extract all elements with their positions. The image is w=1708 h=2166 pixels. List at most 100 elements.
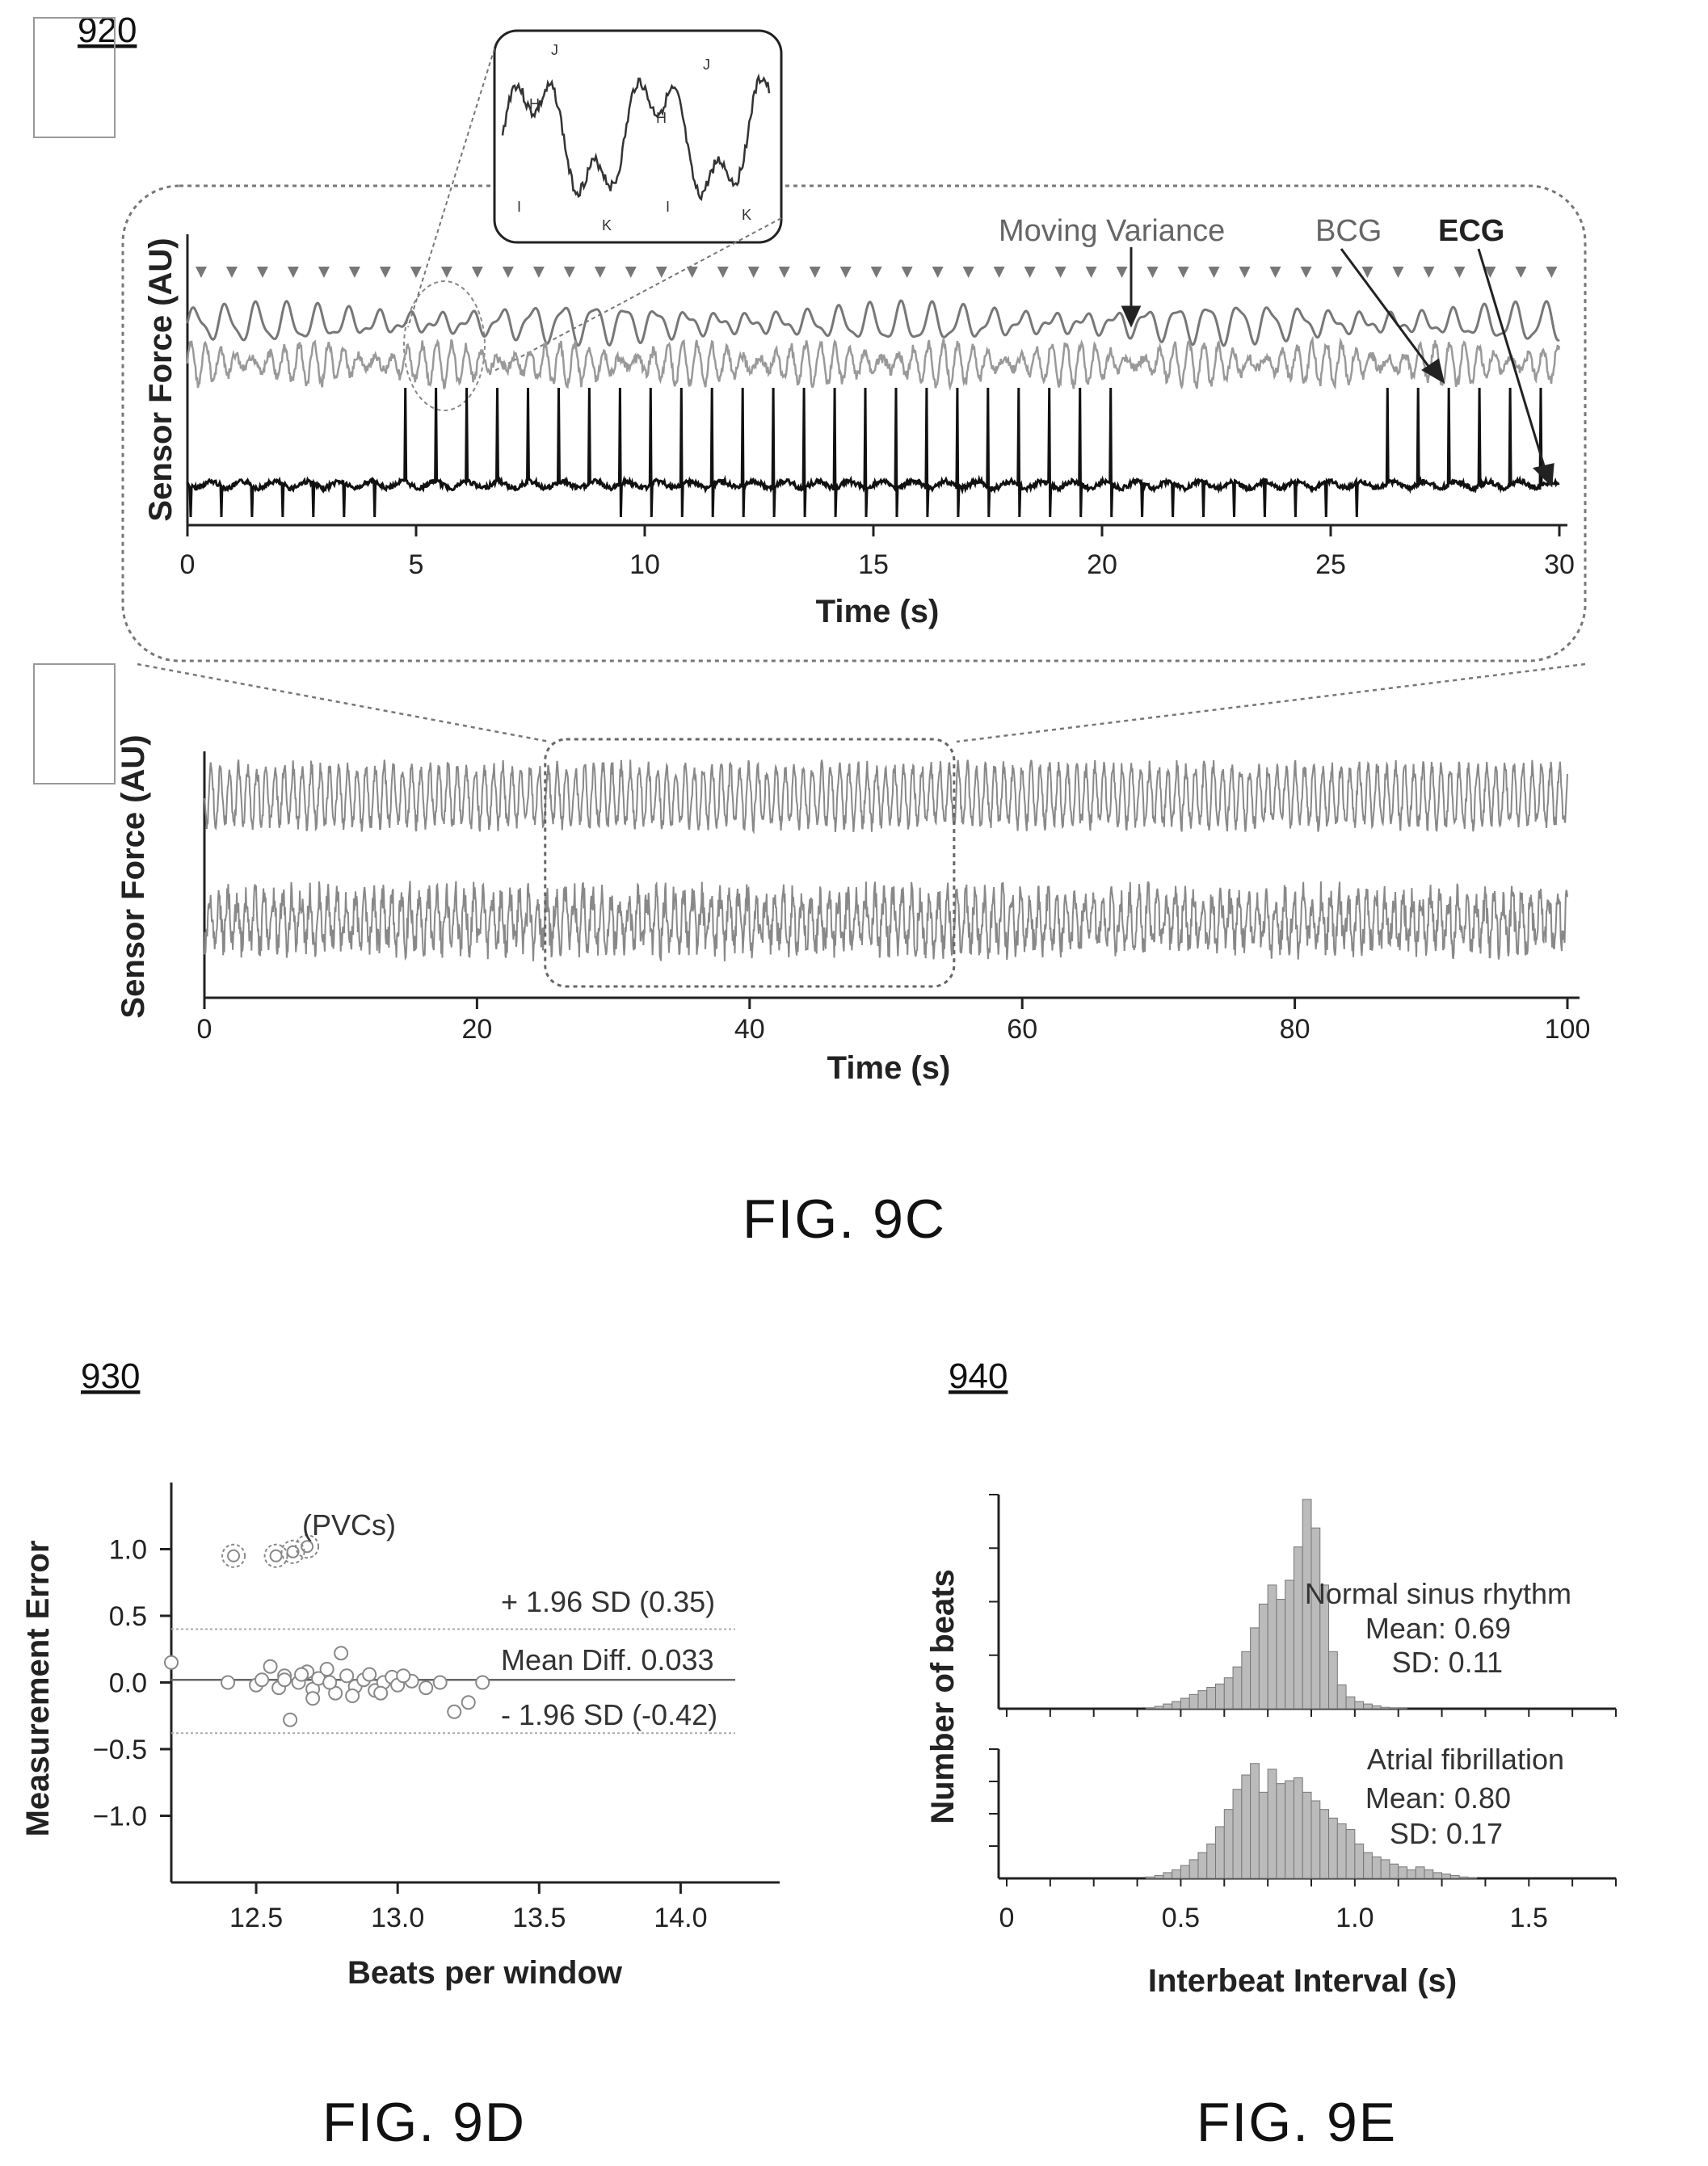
beat-marker — [901, 267, 913, 278]
legend-arrows — [1121, 247, 1554, 488]
chart-9c-zoom: 0 5 10 15 20 25 30 Sensor Force (AU) Time (s) … — [143, 214, 1575, 629]
histogram-bar — [1336, 1823, 1347, 1879]
pvc-point-inner — [286, 1545, 300, 1558]
x-tick-label: 0.5 — [1162, 1903, 1200, 1933]
beat-marker — [1146, 267, 1159, 278]
histogram-bar — [1241, 1651, 1252, 1710]
histogram-bar — [1328, 1817, 1338, 1879]
data-point — [419, 1680, 434, 1696]
beat-marker — [1208, 267, 1220, 278]
histogram-bar — [1145, 1707, 1155, 1710]
x-tick-label: 40 — [734, 1014, 765, 1045]
beat-marker — [318, 267, 330, 278]
x-tick-label: 12.5 — [229, 1903, 283, 1933]
histogram-bar — [1215, 1683, 1225, 1710]
ref-label-lower: - 1.96 SD (-0.42) — [501, 1698, 717, 1731]
histogram-bar — [1389, 1707, 1399, 1710]
x-tick-label: 13.5 — [512, 1903, 566, 1933]
data-point — [345, 1689, 360, 1703]
histogram-bar — [1363, 1852, 1373, 1879]
beat-marker — [1300, 267, 1312, 278]
beat-marker — [256, 267, 268, 278]
histogram-bar — [1302, 1791, 1312, 1879]
x-tick-label: 14.0 — [654, 1903, 707, 1933]
chart-9e: 0 0.5 1.0 1.5 Normal sinus rhythm Mean: 0.6… — [925, 1494, 1617, 1999]
caption-fig9d: FIG. 9D — [322, 2092, 526, 2153]
zoom-frame — [121, 184, 1587, 662]
zoom-window-box — [544, 738, 956, 988]
data-point — [447, 1704, 462, 1719]
histogram-bar — [1197, 1852, 1208, 1879]
histogram-bar — [1172, 1701, 1181, 1710]
histogram-bar — [1380, 1706, 1390, 1710]
top-annotation-mean: Mean: 0.69 — [1365, 1612, 1511, 1645]
data-point — [277, 1672, 292, 1688]
data-point — [362, 1667, 377, 1682]
y-axis-label: Sensor Force (AU) — [143, 238, 179, 521]
pvc-point — [263, 1543, 288, 1568]
histogram-bar — [1354, 1843, 1365, 1879]
beat-marker — [1116, 267, 1128, 278]
data-point — [294, 1667, 309, 1682]
histogram-bar — [1363, 1703, 1373, 1710]
data-point — [305, 1691, 321, 1706]
zoom-connector-left — [137, 662, 550, 743]
beat-marker — [686, 267, 698, 278]
histogram-bar — [1345, 1829, 1356, 1879]
histogram-bar — [1145, 1876, 1155, 1879]
x-tick-label: 10 — [629, 549, 660, 580]
histogram-bar — [1180, 1697, 1190, 1710]
chart-9c-full: 0 20 40 60 80 100 Sensor Force (AU) Time (s) — [116, 734, 1590, 1086]
histogram-bar — [1319, 1584, 1330, 1710]
legend-moving-variance: Moving Variance — [999, 214, 1225, 248]
series-moving-variance — [186, 299, 1560, 347]
histogram-bar — [1206, 1843, 1217, 1879]
beat-marker — [195, 267, 207, 278]
x-tick-label: 13.0 — [371, 1903, 424, 1933]
histogram-bar — [1250, 1627, 1260, 1710]
histogram-bar — [1389, 1863, 1399, 1879]
histogram-bar — [1398, 1707, 1407, 1710]
histogram-bar — [1154, 1874, 1164, 1879]
beat-marker — [870, 267, 882, 278]
series-full-bcg-band — [204, 881, 1568, 961]
histogram-bar — [1258, 1791, 1268, 1879]
histogram-bar — [1371, 1856, 1382, 1879]
ref-940: 940 — [949, 1356, 1008, 1396]
beat-marker — [1239, 267, 1251, 278]
x-tick-label: 60 — [1007, 1014, 1037, 1045]
inset-wave-label: H — [529, 96, 540, 112]
histogram-bar — [1310, 1527, 1321, 1710]
beat-marker — [532, 267, 545, 278]
histogram-atrial-fibrillation — [1145, 1763, 1478, 1879]
histogram-bar — [1154, 1705, 1164, 1710]
histogram-bar — [1415, 1866, 1425, 1879]
histogram-bar — [1319, 1809, 1330, 1879]
histogram-bar — [1172, 1869, 1181, 1879]
inset-wave-label: K — [602, 217, 612, 233]
x-axis-label: Beats per window — [347, 1955, 623, 1991]
beat-marker — [1515, 267, 1527, 278]
data-point — [319, 1662, 334, 1676]
beat-marker — [471, 267, 483, 278]
histogram-bar — [1180, 1865, 1190, 1879]
data-point — [164, 1655, 179, 1670]
x-tick-label: 1.5 — [1510, 1903, 1548, 1933]
axis-ticks: 0 0.5 1.0 1.5 — [989, 1494, 1617, 1933]
data-point — [432, 1675, 448, 1690]
beat-marker — [594, 267, 606, 278]
x-tick-label: 1.0 — [1336, 1903, 1374, 1933]
pvc-point-inner — [269, 1549, 283, 1562]
histogram-bar — [1328, 1651, 1338, 1710]
ref-920: 920 — [78, 11, 137, 50]
series-ecg — [186, 387, 1560, 518]
beat-marker — [717, 267, 729, 278]
x-tick-label: 0 — [180, 549, 196, 580]
data-point — [221, 1675, 236, 1690]
series-bcg — [186, 335, 1561, 391]
axis-ticks: 12.5 13.0 13.5 14.0 1.0 0.5 0.0 −0.5 −1.0 — [93, 1535, 708, 1934]
x-tick-label: 20 — [1087, 549, 1117, 580]
data-point — [255, 1672, 270, 1688]
inset-bcg-trace — [501, 73, 771, 201]
beat-marker — [1484, 267, 1496, 278]
